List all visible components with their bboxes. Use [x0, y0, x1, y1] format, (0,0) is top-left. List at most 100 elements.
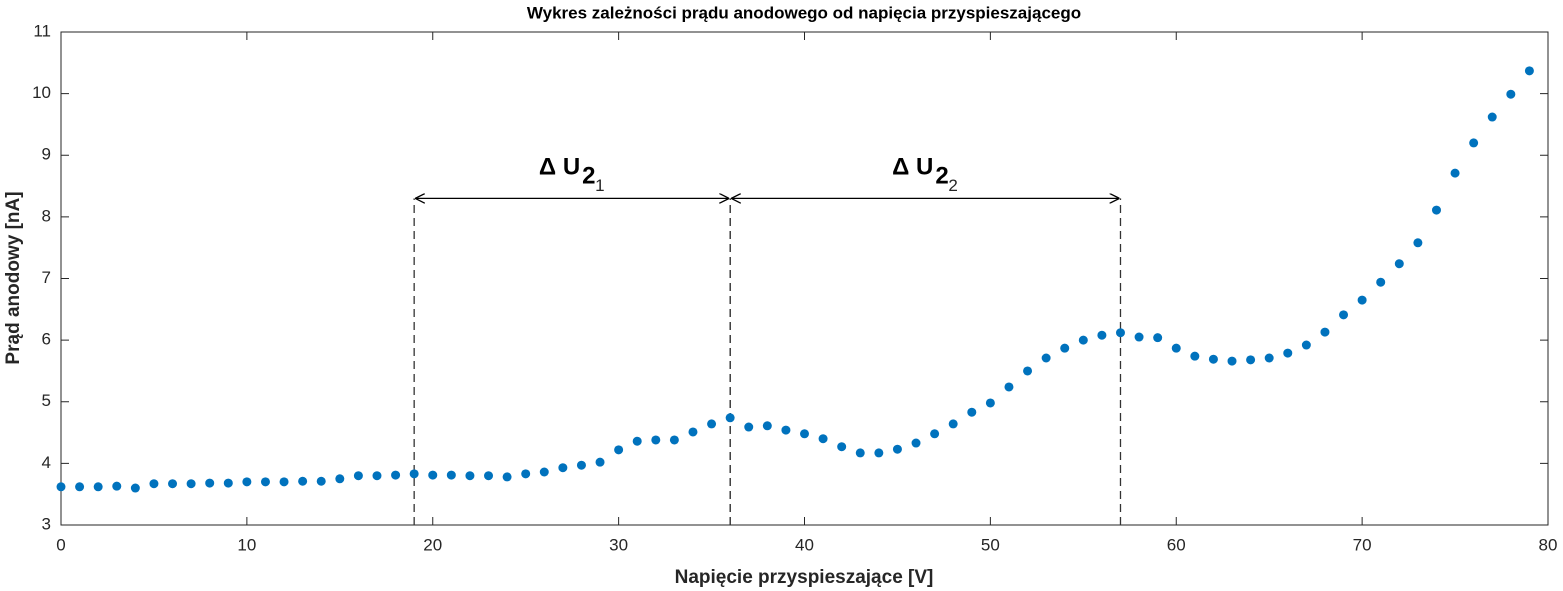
y-tick-label: 8 [42, 206, 51, 225]
data-point [316, 476, 326, 486]
data-point [75, 482, 85, 492]
annotation-subsubscript: 1 [595, 176, 604, 195]
annotation-subsubscript: 2 [948, 176, 957, 195]
data-point [614, 445, 624, 455]
data-point [1301, 340, 1311, 350]
data-point [1357, 295, 1367, 305]
data-point [1524, 66, 1534, 76]
data-point [353, 471, 363, 481]
annotation-subscript: 2 [582, 163, 595, 190]
chart-title: Wykres zależności prądu anodowego od nap… [527, 3, 1081, 22]
data-point [837, 442, 847, 452]
data-point [242, 477, 252, 487]
data-point [1394, 259, 1404, 269]
data-point [1078, 335, 1088, 345]
annotation-label: Δ U [539, 154, 580, 181]
data-point [967, 407, 977, 417]
data-point [298, 476, 308, 486]
x-tick-label: 50 [981, 535, 1000, 554]
data-point [539, 467, 549, 477]
data-point [168, 479, 178, 489]
data-point [1004, 382, 1014, 392]
data-point [855, 448, 865, 458]
data-point [744, 422, 754, 432]
data-point [985, 398, 995, 408]
data-point [149, 479, 159, 489]
data-point [205, 478, 215, 488]
y-tick-label: 5 [42, 391, 51, 410]
x-tick-label: 80 [1539, 535, 1558, 554]
data-point [1320, 327, 1330, 337]
y-tick-label: 3 [42, 514, 51, 533]
data-point [948, 419, 958, 429]
data-point [130, 483, 140, 493]
data-point [1506, 89, 1516, 99]
x-tick-label: 30 [609, 535, 628, 554]
data-point [1208, 354, 1218, 364]
y-tick-label: 6 [42, 330, 51, 349]
x-tick-label: 60 [1167, 535, 1186, 554]
data-point [502, 472, 512, 482]
data-point [1153, 333, 1163, 343]
data-point [1431, 205, 1441, 215]
data-point [1134, 332, 1144, 342]
data-point [1041, 353, 1051, 363]
data-point [521, 469, 531, 479]
x-axis-label: Napięcie przyspieszające [V] [675, 567, 934, 588]
data-point [1097, 330, 1107, 340]
data-point [1487, 112, 1497, 122]
data-point [669, 435, 679, 445]
y-tick-label: 4 [42, 453, 51, 472]
data-point [1190, 351, 1200, 361]
data-point [391, 470, 401, 480]
data-point [632, 436, 642, 446]
y-axis-label: Prąd anodowy [nA] [3, 191, 24, 364]
x-tick-label: 10 [237, 535, 256, 554]
data-point [874, 448, 884, 458]
data-point [781, 425, 791, 435]
data-point [762, 421, 772, 431]
y-tick-label: 11 [33, 21, 51, 40]
annotation-label: Δ U [892, 154, 933, 181]
data-point [1283, 348, 1293, 358]
y-tick-label: 7 [42, 268, 51, 287]
data-point [930, 429, 940, 439]
data-point [707, 419, 717, 429]
data-point [1450, 168, 1460, 178]
data-point [186, 479, 196, 489]
data-point [112, 481, 122, 491]
data-point [892, 444, 902, 454]
data-point [1227, 356, 1237, 366]
data-point [484, 471, 494, 481]
data-point [428, 470, 438, 480]
data-point [279, 477, 289, 487]
data-point [1469, 138, 1479, 148]
data-point [1171, 343, 1181, 353]
data-point [1339, 310, 1349, 320]
x-tick-label: 40 [795, 535, 814, 554]
data-point [1246, 355, 1256, 365]
data-point [409, 469, 419, 479]
data-point [1376, 277, 1386, 287]
data-point [1264, 353, 1274, 363]
data-point [446, 470, 456, 480]
data-point [1115, 328, 1125, 338]
data-point [56, 482, 66, 492]
data-point [688, 427, 698, 437]
y-tick-label: 9 [42, 145, 51, 164]
y-tick-label: 10 [32, 83, 51, 102]
data-point [93, 482, 103, 492]
data-point [335, 474, 345, 484]
data-point [576, 460, 586, 470]
data-point [725, 413, 735, 423]
data-point [1023, 366, 1033, 376]
data-point [1060, 343, 1070, 353]
data-point [260, 477, 270, 487]
x-tick-label: 70 [1353, 535, 1372, 554]
data-point [595, 457, 605, 467]
x-tick-label: 20 [423, 535, 442, 554]
plot-frame [60, 31, 1549, 526]
annotation-subscript: 2 [935, 163, 948, 190]
data-point [372, 471, 382, 481]
